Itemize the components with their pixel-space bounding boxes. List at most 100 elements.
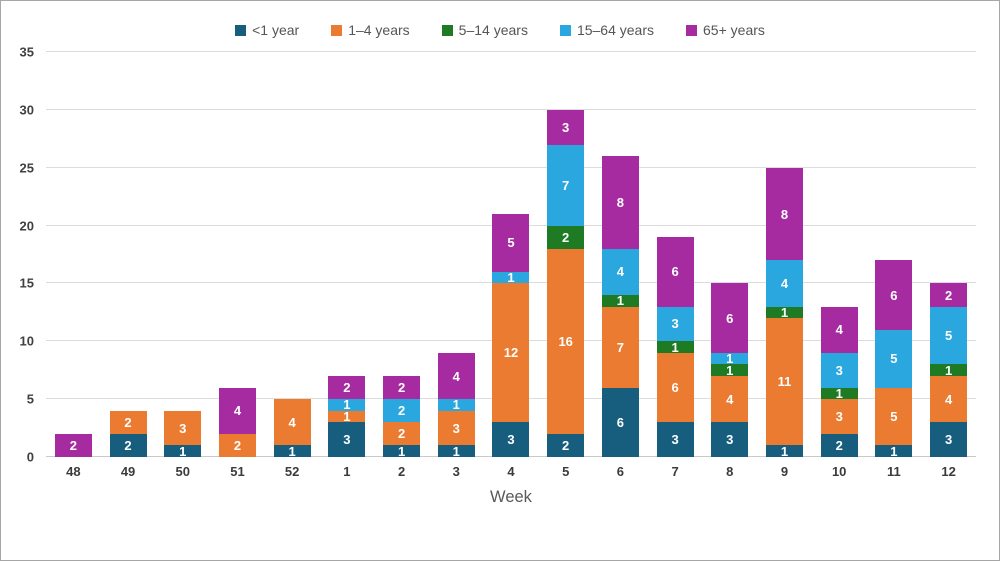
bar-column: 6 7 1 4 8 [593, 52, 648, 457]
y-tick-label: 35 [19, 44, 34, 60]
bar-segment: 1 [820, 385, 858, 401]
x-tick-label: 11 [887, 464, 901, 479]
x-tick-label: 4 [507, 464, 515, 479]
bar-segment-label: 2 [835, 437, 843, 453]
bar-segment: 6 [656, 237, 694, 307]
bar-segment-label: 2 [343, 380, 351, 396]
bar-segment: 8 [601, 156, 639, 249]
bar-segment-label: 1 [835, 385, 843, 401]
bar-segment: 7 [547, 144, 585, 226]
bar-segment: 1 [656, 339, 694, 355]
bar-segment: 3 [656, 422, 694, 457]
bar-column: 1 11 1 4 8 [757, 52, 812, 458]
bar-segment: 7 [601, 306, 639, 388]
bar-segment: 1 [492, 271, 530, 284]
bar-segment: 6 [601, 387, 639, 457]
legend-label: 5–14 years [458, 22, 528, 38]
bar-segment: 1 [601, 293, 639, 309]
bar-segment: 2 [820, 433, 858, 457]
legend-item: <1 year [235, 23, 299, 37]
bar-segment: 2 [54, 433, 92, 457]
bar-segment: 3 [328, 422, 366, 457]
bar-segment: 3 [656, 306, 694, 342]
bar-segment-label: 3 [671, 316, 679, 332]
bar-segment: 3 [930, 422, 968, 457]
y-tick-label: 0 [26, 449, 34, 465]
bar-column: 2 3 1 3 4 [812, 52, 867, 457]
bar-stack: 1 11 1 4 8 [765, 167, 803, 458]
bar-segment: 3 [164, 410, 202, 446]
bar-segment: 4 [765, 260, 803, 307]
legend-item: 1–4 years [331, 22, 410, 38]
bar-segment-label: 3 [507, 432, 515, 448]
bar-segment-label: 1 [343, 397, 351, 413]
bar-segment: 2 [383, 422, 421, 446]
bar-segment: 4 [930, 376, 968, 423]
bar-column: 3 4 1 5 2 [921, 52, 976, 457]
bar-segment: 3 [437, 410, 475, 446]
x-tick-label: 2 [397, 464, 406, 479]
bar-segment-label: 2 [562, 229, 570, 245]
bar-segment: 12 [492, 283, 530, 423]
bar-segment: 2 [930, 283, 968, 307]
legend-swatch-icon [235, 24, 247, 36]
bar-segment-label: 2 [124, 414, 132, 430]
x-tick-label: 9 [780, 464, 789, 479]
legend-label: 1–4 years [348, 22, 410, 38]
bar-segment: 3 [820, 399, 858, 434]
x-tick-label: 8 [726, 464, 734, 479]
legend-label: 15–64 years [576, 22, 655, 38]
x-tick-label: 3 [452, 464, 460, 479]
bar-segment-label: 4 [835, 322, 843, 338]
bar-segment-label: 4 [233, 403, 242, 419]
bar-segment-label: 1 [944, 362, 953, 378]
bar-segment-label: 4 [780, 275, 789, 291]
bar-segment-label: 1 [288, 443, 296, 459]
y-tick-label: 5 [26, 391, 34, 407]
plot-area: 0 5 10 15 20 25 30 35 2 2 2 1 3 2 4 1 4 3 1 1 2 1 2 2 2 1 3 1 4 3 12 1 5… [20, 46, 976, 464]
bar-segment-label: 5 [890, 351, 898, 367]
bar-segment-label: 7 [562, 177, 570, 193]
bar-segment-label: 1 [452, 397, 460, 413]
bar-segment: 1 [437, 445, 475, 458]
bar-column: 2 [46, 52, 101, 457]
bar-column: 2 16 2 7 3 [538, 52, 593, 457]
bar-segment-label: 1 [726, 362, 734, 378]
bar-segment: 2 [109, 433, 147, 457]
y-tick-label: 25 [19, 160, 34, 176]
legend-swatch-icon [559, 24, 571, 36]
bar-segment: 1 [383, 443, 421, 459]
bar-segment-label: 3 [343, 432, 351, 448]
bar-segment-label: 4 [288, 414, 296, 430]
bar-segment-label: 5 [944, 328, 953, 344]
x-axis-title: Week [490, 488, 532, 506]
bar-segment-label: 1 [671, 339, 679, 355]
bar-stack: 2 16 2 7 3 [547, 109, 585, 457]
bar-column: 3 12 1 5 [484, 52, 539, 457]
bar-segment-label: 1 [397, 443, 406, 459]
bar-stack: 1 3 1 4 [437, 352, 475, 458]
bar-segment: 6 [656, 352, 694, 423]
bar-segment: 3 [820, 352, 858, 388]
y-tick-label: 15 [19, 275, 34, 291]
legend-swatch-icon [686, 24, 698, 36]
legend-swatch-icon [331, 24, 343, 36]
legend-item: 15–64 years [559, 22, 655, 38]
bar-segment-label: 4 [944, 391, 953, 407]
bar-segment-label: 3 [835, 362, 843, 378]
y-tick-label: 30 [19, 102, 34, 118]
gridline [46, 51, 976, 52]
bar-segment-label: 1 [616, 293, 624, 309]
